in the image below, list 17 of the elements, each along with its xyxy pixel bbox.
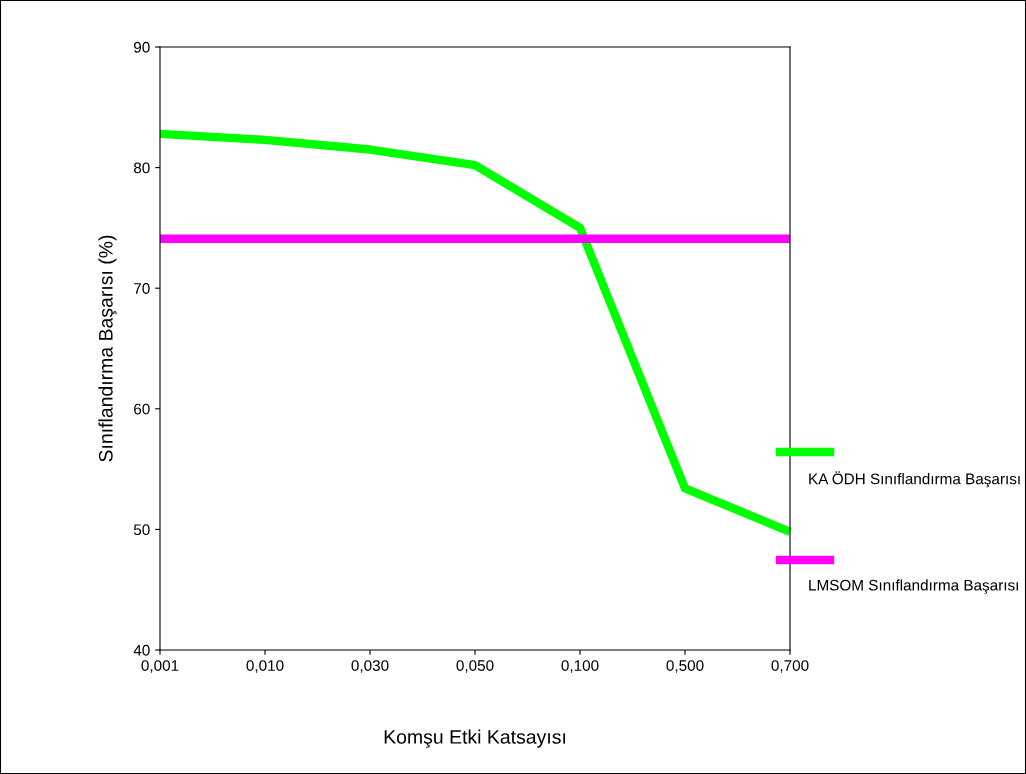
x-axis-title: Komşu Etki Katsayısı xyxy=(384,729,566,748)
x-tick-label: 0,001 xyxy=(141,660,179,673)
x-tick-label: 0,010 xyxy=(246,660,284,673)
y-tick-label: 60 xyxy=(134,403,150,415)
legend-label: KA ÖDH Sınıflandırma Başarısı xyxy=(809,471,1020,488)
legend-label: LMSOM Sınıflandırma Başarısı xyxy=(809,579,1018,594)
x-tick-label: 0,500 xyxy=(666,660,704,673)
x-tick-label: 0,100 xyxy=(561,660,599,673)
y-axis-title: Sınıflandırma Başarısı (%) xyxy=(98,235,117,462)
y-tick-label: 70 xyxy=(134,283,150,294)
y-tick-label: 50 xyxy=(133,524,150,536)
y-tick-label: 40 xyxy=(133,644,150,656)
y-tick-label: 80 xyxy=(133,162,150,174)
x-tick-label: 0,030 xyxy=(351,660,389,673)
x-tick-label: 0,700 xyxy=(771,660,809,673)
y-tick-label: 90 xyxy=(134,41,150,53)
x-tick-label: 0,050 xyxy=(456,660,494,673)
